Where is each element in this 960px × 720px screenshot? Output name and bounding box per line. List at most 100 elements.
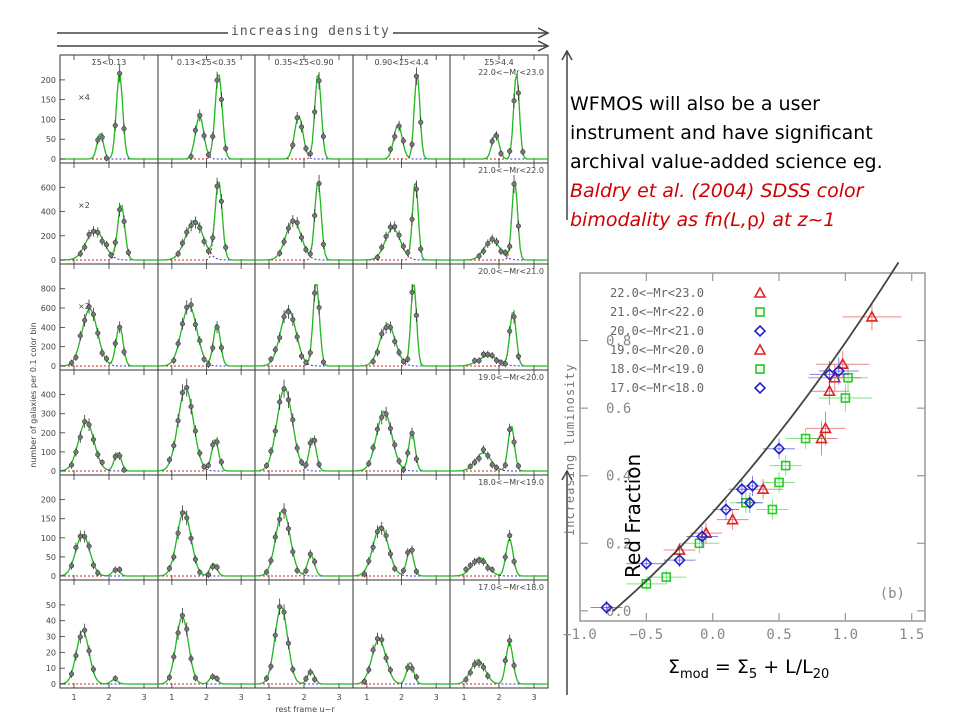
rf-legend-marker bbox=[753, 324, 767, 338]
data-point bbox=[515, 463, 521, 469]
data-point bbox=[511, 98, 517, 104]
data-point bbox=[121, 126, 127, 132]
rf-xtick-label: 0.0 bbox=[700, 627, 725, 643]
data-point bbox=[494, 239, 500, 245]
data-point bbox=[223, 145, 229, 152]
data-point bbox=[73, 544, 79, 551]
data-point bbox=[489, 462, 495, 468]
total-fit-curve bbox=[353, 74, 450, 160]
grid-xtick-label: 3 bbox=[531, 693, 536, 702]
data-point bbox=[268, 448, 274, 454]
data-point bbox=[73, 653, 79, 659]
red-component-curve bbox=[158, 439, 255, 472]
data-point bbox=[188, 223, 194, 229]
data-point bbox=[69, 563, 75, 569]
rf-triangle-point bbox=[823, 384, 836, 397]
grid-ytick-label: 400 bbox=[41, 391, 56, 400]
data-point bbox=[511, 439, 517, 445]
data-point bbox=[405, 549, 411, 556]
data-point bbox=[312, 676, 318, 682]
data-point bbox=[77, 333, 83, 339]
caption-line-2: instrument and have significant bbox=[570, 122, 873, 144]
data-point bbox=[201, 356, 207, 362]
rf-square-point bbox=[843, 372, 853, 383]
data-point bbox=[400, 358, 406, 365]
data-point bbox=[418, 246, 424, 252]
panel-frame bbox=[449, 579, 549, 689]
column-label: 0.13<Σ5<0.35 bbox=[177, 58, 236, 67]
data-point bbox=[502, 658, 508, 664]
data-point bbox=[86, 422, 92, 428]
data-point bbox=[472, 661, 478, 667]
data-point bbox=[480, 447, 486, 453]
data-point bbox=[370, 445, 376, 451]
data-point bbox=[290, 316, 296, 323]
total-fit-curve bbox=[450, 426, 548, 472]
data-point bbox=[370, 544, 376, 550]
data-point bbox=[175, 251, 181, 257]
data-point bbox=[281, 239, 287, 245]
grid-xtick-label: 2 bbox=[106, 693, 111, 702]
rf-triangle-point bbox=[836, 357, 850, 370]
data-point bbox=[86, 648, 92, 654]
data-point bbox=[210, 442, 216, 448]
data-point bbox=[396, 458, 402, 464]
data-point bbox=[179, 321, 185, 327]
data-point bbox=[312, 109, 318, 115]
data-point bbox=[374, 426, 380, 432]
total-fit-curve bbox=[158, 74, 255, 160]
data-point bbox=[507, 533, 513, 539]
data-point bbox=[281, 386, 287, 392]
data-point bbox=[320, 241, 326, 247]
grid-ytick-label: 0 bbox=[51, 256, 56, 265]
data-point bbox=[472, 459, 478, 465]
data-point bbox=[99, 238, 105, 244]
data-point bbox=[507, 328, 513, 334]
rf-triangle-point bbox=[726, 512, 739, 525]
data-point bbox=[405, 665, 411, 671]
data-point bbox=[77, 533, 83, 539]
data-point bbox=[299, 124, 305, 130]
row-label: 20.0<−Mr<21.0 bbox=[478, 267, 544, 276]
data-point bbox=[192, 556, 198, 562]
rf-diamond-point bbox=[640, 557, 653, 570]
grid-ytick-label: 50 bbox=[46, 135, 56, 144]
data-point bbox=[511, 314, 517, 320]
data-point bbox=[197, 569, 203, 575]
total-fit-curve bbox=[353, 284, 450, 367]
data-point bbox=[175, 630, 181, 636]
grid-ytick-label: 400 bbox=[41, 208, 56, 217]
data-point bbox=[294, 445, 300, 451]
data-point bbox=[392, 566, 398, 572]
grid-xtick-label: 1 bbox=[169, 693, 174, 702]
data-point bbox=[374, 636, 380, 642]
data-point bbox=[409, 547, 415, 553]
data-point bbox=[117, 70, 123, 77]
grid-ytick-label: 0 bbox=[51, 680, 56, 689]
data-point bbox=[205, 361, 211, 368]
data-point bbox=[108, 252, 114, 258]
data-point bbox=[264, 569, 270, 575]
data-point bbox=[476, 253, 482, 259]
luminosity-label: increasing luminosity bbox=[563, 363, 577, 536]
grid-ytick-label: 100 bbox=[41, 534, 56, 543]
grid-xtick-label: 2 bbox=[496, 693, 501, 702]
row-multiplier: ×2 bbox=[78, 302, 90, 311]
grid-ytick-label: 0 bbox=[51, 155, 56, 164]
data-point bbox=[361, 571, 367, 577]
grid-ytick-label: 50 bbox=[46, 601, 56, 610]
grid-ytick-label: 400 bbox=[41, 323, 56, 332]
rf-square-point bbox=[780, 460, 791, 471]
rf-xlabel: Σmod = Σ5 + L/L20 bbox=[668, 656, 830, 682]
data-point bbox=[413, 312, 419, 318]
data-point bbox=[179, 240, 185, 246]
grid-xtick-label: 3 bbox=[239, 693, 244, 702]
data-point bbox=[392, 133, 398, 140]
data-point bbox=[494, 465, 500, 471]
data-point bbox=[511, 662, 517, 669]
data-point bbox=[392, 442, 398, 448]
data-point bbox=[117, 453, 123, 459]
data-point bbox=[125, 250, 131, 256]
data-point bbox=[197, 225, 203, 231]
data-point bbox=[361, 678, 367, 685]
